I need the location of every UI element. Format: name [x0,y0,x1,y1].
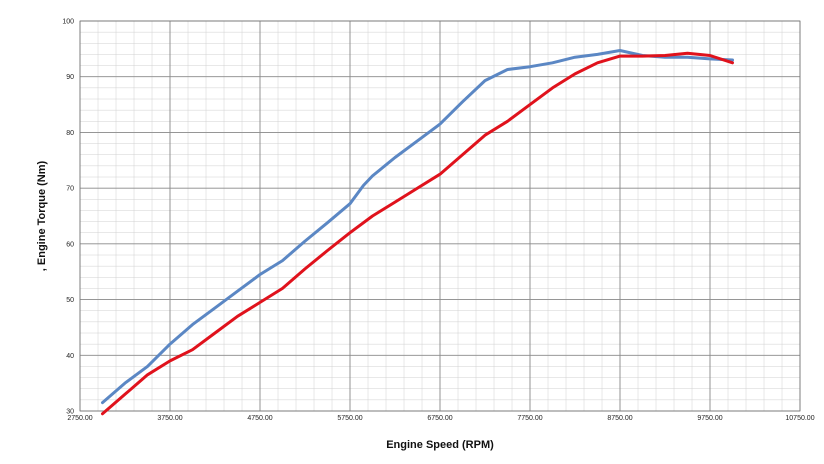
x-tick-label: 2750.00 [67,415,92,422]
x-tick-label: 7750.00 [517,415,542,422]
y-axis-label: , Engine Torque (Nm) [36,160,48,271]
y-axis-ticks: 30 40 50 60 70 80 90 100 [62,19,74,416]
x-tick-label: 5750.00 [337,415,362,422]
x-tick-label: 9750.00 [697,415,722,422]
y-tick-label: 30 [66,409,74,416]
y-tick-label: 50 [66,297,74,304]
x-tick-label: 8750.00 [607,415,632,422]
x-axis-ticks: 2750.00 3750.00 4750.00 5750.00 6750.00 7750.… [67,415,814,422]
y-tick-label: 40 [66,353,74,360]
y-tick-label: 90 [66,74,74,81]
x-tick-label: 6750.00 [427,415,452,422]
x-tick-label: 4750.00 [247,415,272,422]
x-tick-label: 10750.00 [785,415,814,422]
series-line-1 [101,49,734,405]
y-tick-label: 60 [66,241,74,248]
x-axis-label: Engine Speed (RPM) [386,439,494,451]
series-layer [101,49,734,416]
series-line-2 [101,51,734,416]
y-tick-label: 80 [66,130,74,137]
y-tick-label: 100 [62,19,74,26]
plot-frame [79,20,801,412]
x-tick-label: 3750.00 [157,415,182,422]
y-tick-label: 70 [66,186,74,193]
